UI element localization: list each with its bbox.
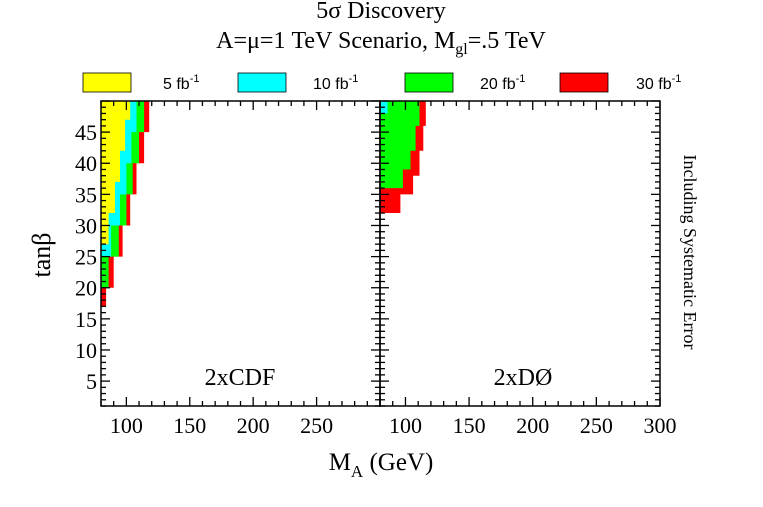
y-tick-label: 35	[75, 182, 97, 207]
panel-label-cdf: 2xCDF	[205, 365, 276, 391]
legend-swatch	[82, 72, 132, 93]
chart-title: 5σ Discovery	[316, 0, 446, 24]
x-tick-label: 100	[110, 413, 143, 438]
y-tick-label: 15	[75, 307, 97, 332]
y-tick-label: 45	[75, 120, 97, 145]
y-tick-label: 40	[75, 151, 97, 176]
x-tick-label: 100	[389, 413, 422, 438]
legend-label: 30 fb-1	[636, 73, 681, 93]
legend: 5 fb-1 10 fb-1 20 fb-1 30 fb-1	[82, 72, 681, 93]
subtitle-suffix: =.5 TeV	[468, 28, 547, 54]
ticks-layer: 5 10 15 20 25 30 35 40 45 100 150 200 250 100 150 200 25…	[75, 100, 677, 438]
chart-subtitle: A=μ=1 TeV Scenario, Mgl=.5 TeV	[216, 28, 546, 58]
legend-label: 10 fb-1	[313, 73, 358, 93]
y-axis-label: tanβ	[27, 233, 56, 278]
subtitle-sub: gl	[455, 41, 468, 58]
x-tick-label: 150	[453, 413, 486, 438]
regions-layer	[101, 101, 429, 319]
x-tick-label: 200	[516, 413, 549, 438]
x-tick-label: 300	[644, 413, 677, 438]
region-cdf-5-fb-1	[101, 101, 133, 276]
y-tick-label: 10	[75, 338, 97, 363]
x-tick-label: 250	[300, 413, 333, 438]
x-tick-label: 150	[173, 413, 206, 438]
legend-swatch	[237, 72, 287, 93]
x-tick-label: 250	[580, 413, 613, 438]
y-tick-label: 25	[75, 245, 97, 270]
y-tick-label: 5	[86, 369, 97, 394]
x-label-main: M	[329, 449, 351, 476]
panel-label-d0: 2xDØ	[494, 365, 553, 391]
x-label-sub: A	[351, 462, 364, 481]
region-d0-20-fb-1	[380, 101, 422, 207]
legend-label: 5 fb-1	[163, 73, 199, 93]
y-tick-label: 30	[75, 213, 97, 238]
x-label-suffix: (GeV)	[363, 449, 433, 476]
x-axis-label: MA (GeV)	[329, 449, 434, 481]
subtitle-prefix: A=μ=1 TeV Scenario, M	[216, 28, 455, 54]
x-tick-label: 200	[237, 413, 270, 438]
y-tick-label: 20	[75, 276, 97, 301]
legend-swatch	[559, 72, 609, 93]
legend-swatch	[404, 72, 454, 93]
side-note: Including Systematic Error	[680, 155, 700, 350]
legend-label: 20 fb-1	[480, 73, 525, 93]
frames-layer	[100, 100, 661, 407]
